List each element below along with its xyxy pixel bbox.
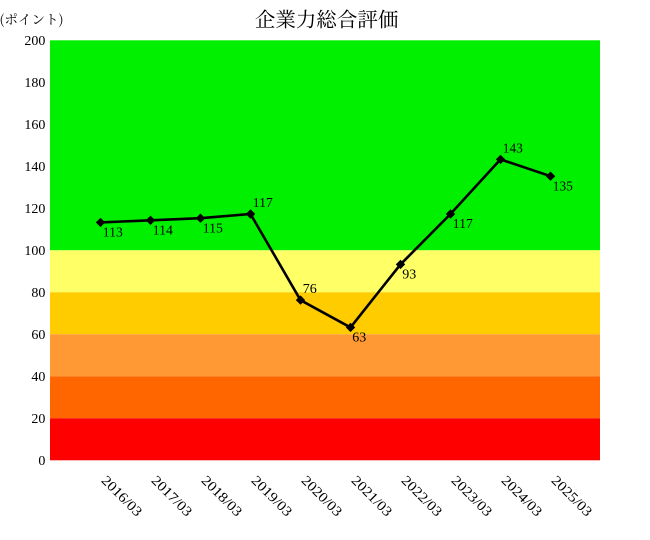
svg-text:115: 115 [203,221,223,236]
svg-text:2018/03: 2018/03 [198,473,245,520]
svg-text:135: 135 [553,179,573,194]
svg-text:180: 180 [24,76,45,91]
svg-text:2023/03: 2023/03 [448,473,495,520]
svg-text:2024/03: 2024/03 [498,473,545,520]
svg-text:100: 100 [24,244,45,259]
svg-text:2025/03: 2025/03 [548,473,595,520]
svg-text:93: 93 [402,268,416,283]
svg-text:20: 20 [31,412,45,427]
svg-text:113: 113 [103,226,123,241]
svg-text:60: 60 [31,328,45,343]
svg-text:0: 0 [38,454,45,469]
svg-text:143: 143 [503,142,523,157]
svg-text:80: 80 [31,286,45,301]
svg-text:2022/03: 2022/03 [398,473,445,520]
svg-text:76: 76 [303,282,317,297]
svg-text:2016/03: 2016/03 [98,473,145,520]
svg-text:63: 63 [352,331,366,346]
svg-text:120: 120 [24,202,45,217]
svg-text:140: 140 [24,160,45,175]
svg-text:117: 117 [253,196,273,211]
svg-text:40: 40 [31,370,45,385]
svg-text:160: 160 [24,118,45,133]
svg-text:2019/03: 2019/03 [248,473,295,520]
svg-text:2017/03: 2017/03 [148,473,195,520]
svg-text:2020/03: 2020/03 [298,473,345,520]
svg-text:200: 200 [24,34,45,49]
svg-text:117: 117 [453,217,473,232]
svg-text:114: 114 [153,223,173,238]
svg-text:2021/03: 2021/03 [348,473,395,520]
